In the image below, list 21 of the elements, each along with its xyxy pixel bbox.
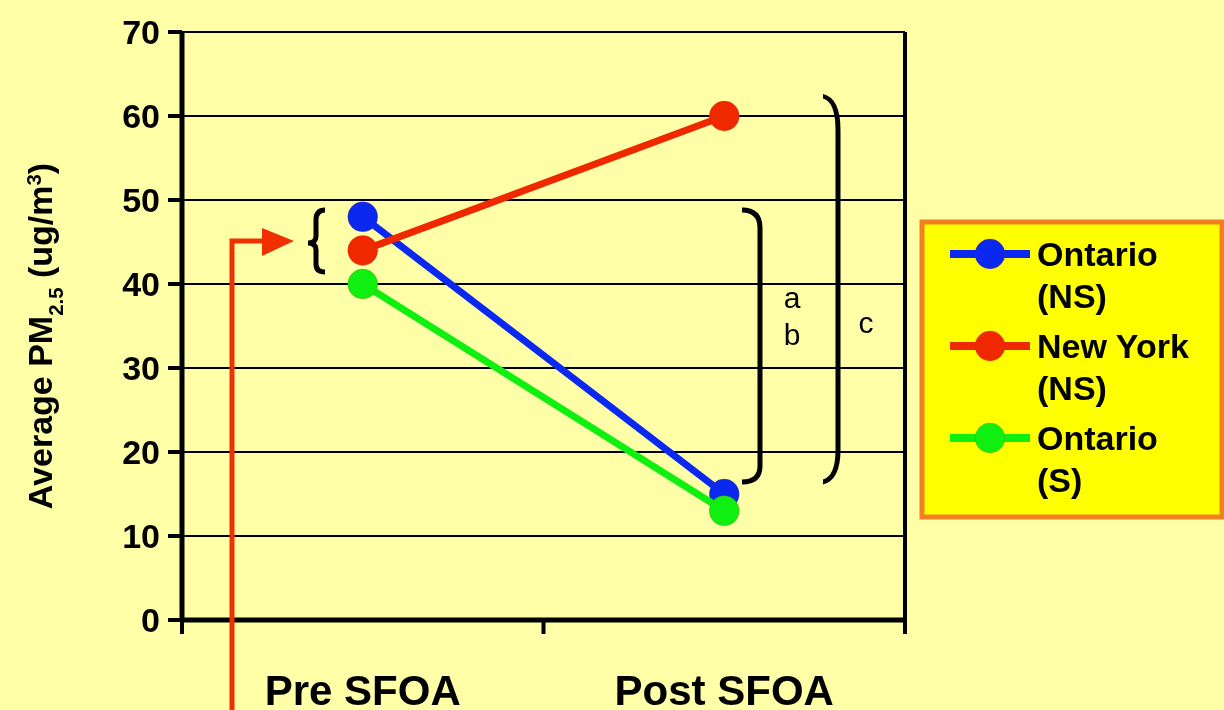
annotation: a xyxy=(783,281,801,314)
y-tick-label: 50 xyxy=(122,181,160,220)
point xyxy=(347,201,379,233)
legend-label: Ontario (NS) xyxy=(1037,235,1158,315)
point xyxy=(708,100,740,132)
point xyxy=(347,234,379,266)
y-tick-label: 0 xyxy=(141,601,160,640)
legend-label: Ontario (S) xyxy=(1037,419,1158,499)
y-tick-label: 70 xyxy=(122,13,160,52)
y-tick-label: 20 xyxy=(122,433,160,472)
annotation: c xyxy=(858,306,874,339)
y-tick-label: 40 xyxy=(122,265,160,304)
x-tick-label: Pre SFOA xyxy=(264,667,461,710)
annotation: b xyxy=(783,318,801,351)
y-tick-label: 30 xyxy=(122,349,160,388)
y-tick-label: 60 xyxy=(122,97,160,136)
x-tick-label: Post SFOA xyxy=(614,667,834,710)
point xyxy=(708,495,740,527)
legend-label: New York (NS) xyxy=(1037,327,1189,407)
y-tick-label: 10 xyxy=(122,517,160,556)
point xyxy=(347,268,379,300)
